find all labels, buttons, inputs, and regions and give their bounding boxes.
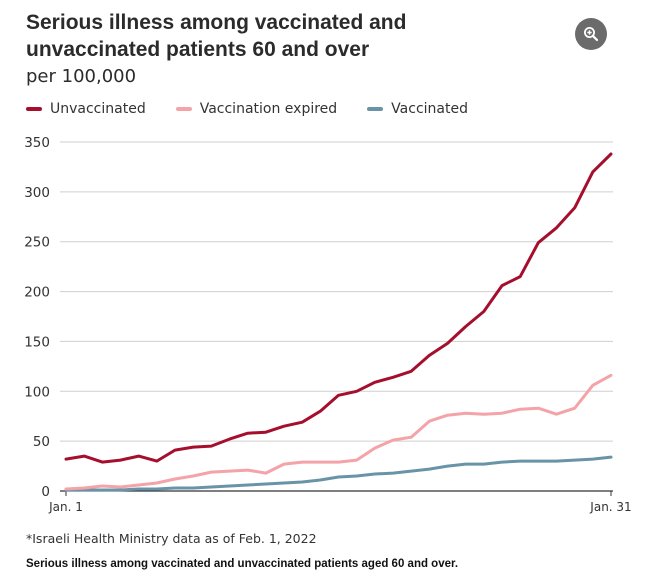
chart-legend: Unvaccinated Vaccination expired Vaccina…: [26, 100, 498, 118]
source-footnote: *Israeli Health Ministry data as of Feb.…: [26, 531, 317, 546]
legend-label: Vaccination expired: [199, 101, 338, 117]
y-tick-label: 100: [24, 384, 50, 400]
chart-title: Serious illness among vaccinated and unv…: [26, 11, 407, 61]
y-tick-label: 150: [24, 334, 50, 350]
vaccinated-line: [64, 455, 613, 492]
legend-swatch: [175, 107, 192, 111]
zoom-in-icon: [584, 27, 599, 42]
x-tick-label: Jan. 1: [48, 500, 83, 514]
zoom-button[interactable]: [575, 18, 607, 50]
unvaccinated-line: [64, 152, 613, 464]
x-tick-label: Jan. 31: [589, 500, 631, 514]
line-chart: 0 50 100 150 200 250 300 350 Jan. 1 Jan. 31: [24, 135, 631, 514]
y-tick-label: 200: [24, 285, 50, 301]
y-tick-label: 300: [24, 185, 50, 201]
legend-label: Vaccinated: [391, 101, 468, 117]
legend-item-unvaccinated: Unvaccinated: [26, 101, 146, 117]
figure-caption: Serious illness among vaccinated and unv…: [26, 558, 459, 570]
y-tick-label: 0: [41, 484, 50, 500]
legend-swatch: [367, 107, 384, 111]
y-tick-label: 50: [33, 434, 50, 450]
y-tick-label: 250: [24, 235, 50, 251]
legend-item-vaccination-expired: Vaccination expired: [175, 101, 338, 117]
legend-swatch: [26, 107, 42, 111]
legend-item-vaccinated: Vaccinated: [367, 101, 468, 117]
legend-label: Unvaccinated: [50, 101, 146, 117]
vaccination-expired-line: [64, 373, 613, 491]
y-tick-label: 350: [24, 135, 50, 151]
chart-subtitle: per 100,000: [26, 66, 137, 87]
